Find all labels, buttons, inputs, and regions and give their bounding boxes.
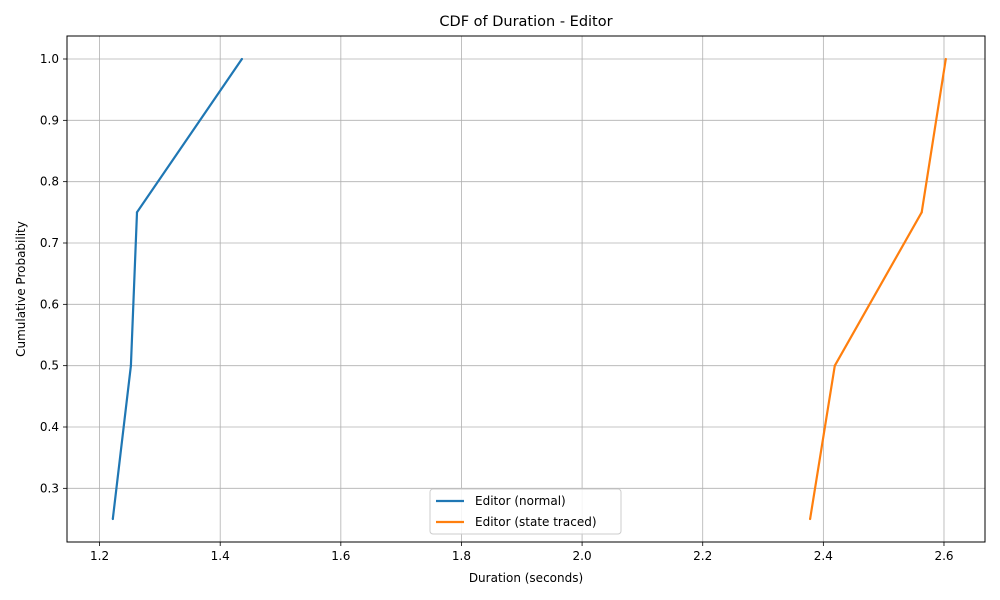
x-tick-label: 2.6 bbox=[934, 549, 953, 563]
series-1-point bbox=[833, 364, 836, 367]
series-0-point bbox=[129, 364, 133, 367]
y-tick-label: 0.7 bbox=[40, 236, 59, 250]
y-tick-label: 0.5 bbox=[40, 359, 59, 373]
x-tick-label: 2.2 bbox=[693, 549, 712, 563]
y-tick-label: 0.4 bbox=[40, 420, 59, 434]
series-0-point bbox=[240, 57, 244, 61]
plot-area-frame bbox=[66, 35, 986, 543]
y-tick-label: 1.0 bbox=[40, 52, 59, 66]
series-layer bbox=[111, 57, 947, 521]
x-tick-label: 1.8 bbox=[452, 549, 471, 563]
grid-lines bbox=[67, 36, 985, 542]
legend-box bbox=[429, 488, 622, 535]
y-axis: 0.3 0.4 0.5 0.6 0.7 0.8 0.9 1.0 bbox=[40, 52, 67, 495]
y-tick-label: 0.8 bbox=[40, 175, 59, 189]
x-tick-label: 2.0 bbox=[573, 549, 592, 563]
legend-label: Editor (normal) bbox=[475, 494, 566, 508]
x-tick-label: 1.2 bbox=[90, 549, 109, 563]
x-tick-label: 1.6 bbox=[331, 549, 350, 563]
series-1-point bbox=[808, 517, 812, 521]
x-tick-label: 1.4 bbox=[211, 549, 230, 563]
series-1-point bbox=[944, 57, 947, 61]
chart-title: CDF of Duration - Editor bbox=[439, 14, 612, 30]
series-line-0 bbox=[111, 58, 243, 520]
x-axis-label: Duration (seconds) bbox=[469, 571, 583, 585]
series-0-point bbox=[135, 211, 139, 214]
x-axis: 1.2 1.4 1.6 1.8 2.0 2.2 2.4 2.6 bbox=[90, 542, 954, 563]
y-tick-label: 0.6 bbox=[40, 297, 59, 311]
series-line-1 bbox=[809, 58, 947, 520]
x-tick-label: 2.4 bbox=[814, 549, 833, 563]
legend: Editor (normal) Editor (state traced) bbox=[429, 488, 622, 535]
y-tick-label: 0.9 bbox=[40, 113, 59, 127]
series-1-point bbox=[920, 211, 923, 214]
y-axis-label: Cumulative Probability bbox=[14, 221, 28, 357]
legend-label: Editor (state traced) bbox=[475, 515, 597, 529]
y-tick-label: 0.3 bbox=[40, 481, 59, 495]
series-0-point bbox=[111, 517, 114, 521]
